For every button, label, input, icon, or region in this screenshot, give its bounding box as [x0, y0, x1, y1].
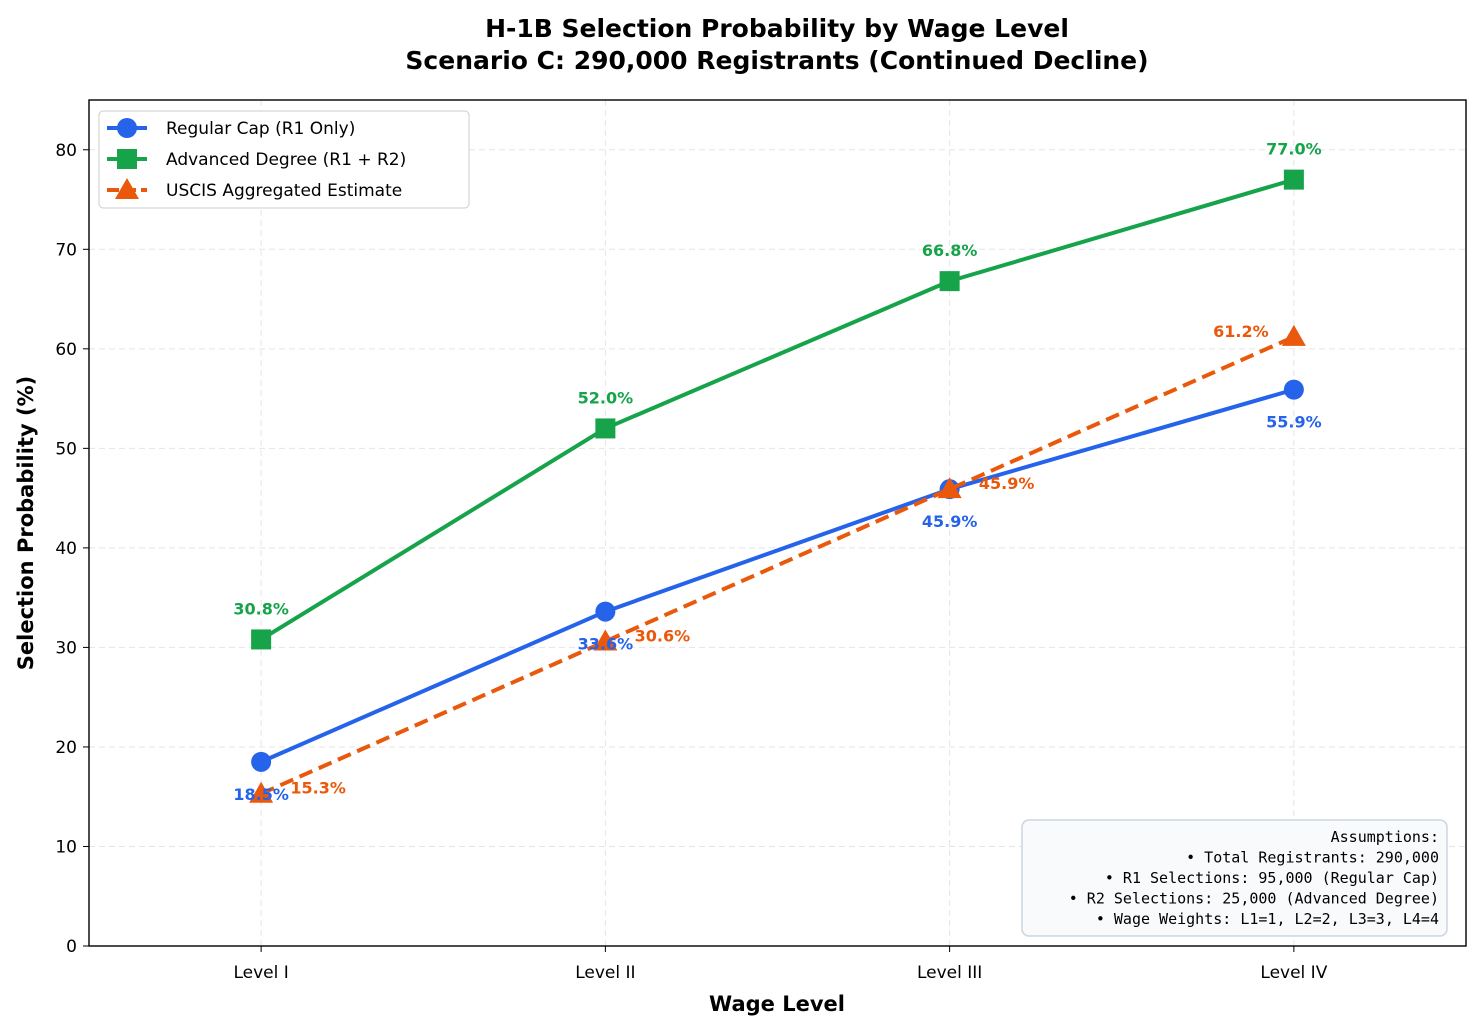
data-label: 30.6%: [635, 626, 691, 645]
data-point-square: [595, 418, 616, 439]
data-point-triangle: [1281, 324, 1306, 346]
y-tick-label: 50: [55, 439, 77, 459]
x-tick-label: Level III: [917, 963, 982, 983]
data-point-square: [251, 629, 272, 650]
assumption-line: • Wage Weights: L1=1, L2=2, L3=3, L4=4: [1096, 910, 1439, 928]
assumption-line: • R1 Selections: 95,000 (Regular Cap): [1105, 869, 1439, 887]
legend-marker-triangle: [115, 178, 139, 199]
y-tick-label: 0: [66, 937, 77, 957]
legend-label: USCIS Aggregated Estimate: [166, 181, 402, 201]
data-point-triangle: [593, 629, 618, 651]
assumption-line: • R2 Selections: 25,000 (Advanced Degree…: [1069, 890, 1439, 908]
assumption-line: Assumptions:: [1331, 828, 1439, 846]
y-tick-label: 30: [55, 638, 77, 658]
data-label: 30.8%: [233, 599, 289, 618]
data-label: 66.8%: [922, 241, 978, 260]
y-tick-label: 80: [55, 141, 77, 161]
chart-subtitle: Scenario C: 290,000 Registrants (Continu…: [405, 46, 1148, 75]
legend-marker-circle: [117, 118, 137, 138]
y-tick-label: 20: [55, 738, 77, 758]
x-tick-label: Level I: [233, 963, 288, 983]
data-point-triangle: [937, 477, 962, 499]
data-point-square: [939, 271, 960, 292]
x-axis-label: Wage Level: [709, 992, 845, 1016]
legend-label: Advanced Degree (R1 + R2): [166, 150, 406, 170]
data-label: 55.9%: [1266, 413, 1322, 432]
data-label: 77.0%: [1266, 140, 1322, 159]
data-label: 45.9%: [979, 474, 1035, 493]
x-tick-label: Level II: [575, 963, 635, 983]
y-axis-label: Selection Probability (%): [14, 376, 38, 670]
plot-frame: [88, 99, 1467, 947]
data-label: 15.3%: [290, 779, 346, 798]
y-tick-label: 10: [55, 837, 77, 857]
legend-box: [98, 110, 470, 209]
y-tick-label: 70: [55, 240, 77, 260]
chart-title: H-1B Selection Probability by Wage Level: [485, 14, 1069, 43]
assumptions-box: [1021, 819, 1448, 937]
data-label: 61.2%: [1213, 322, 1269, 341]
data-label: 52.0%: [578, 388, 634, 407]
legend-marker-square: [117, 149, 137, 169]
series-line-2: [260, 335, 1295, 796]
data-point-circle: [251, 751, 272, 772]
data-point-circle: [595, 601, 616, 622]
legend-label: Regular Cap (R1 Only): [166, 119, 355, 139]
series-line-0: [260, 387, 1295, 764]
y-tick-label: 60: [55, 340, 77, 360]
data-point-circle: [1283, 379, 1304, 400]
data-point-square: [1283, 169, 1304, 190]
x-tick-label: Level IV: [1260, 963, 1327, 983]
data-point-triangle: [249, 781, 274, 803]
y-tick-label: 40: [55, 539, 77, 559]
series-line-1: [260, 177, 1295, 642]
data-label: 18.5%: [233, 785, 289, 804]
assumption-line: • Total Registrants: 290,000: [1186, 849, 1439, 867]
data-label: 45.9%: [922, 512, 978, 531]
data-label: 33.6%: [578, 635, 634, 654]
